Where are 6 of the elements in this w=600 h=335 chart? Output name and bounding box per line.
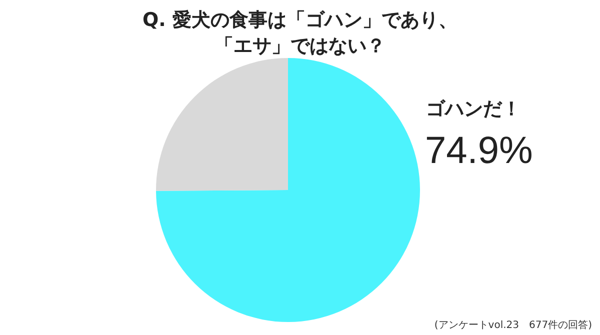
pie-slice	[156, 58, 288, 191]
slice-label: ゴハンだ！	[426, 98, 521, 120]
chart-title: Q. 愛犬の食事は「ゴハン」であり、「エサ」ではない？	[142, 9, 458, 57]
data-label: 74.9%	[425, 130, 533, 172]
pie-slice	[156, 58, 420, 322]
text: (アンケートvol.23 677件の回答)	[434, 319, 592, 331]
